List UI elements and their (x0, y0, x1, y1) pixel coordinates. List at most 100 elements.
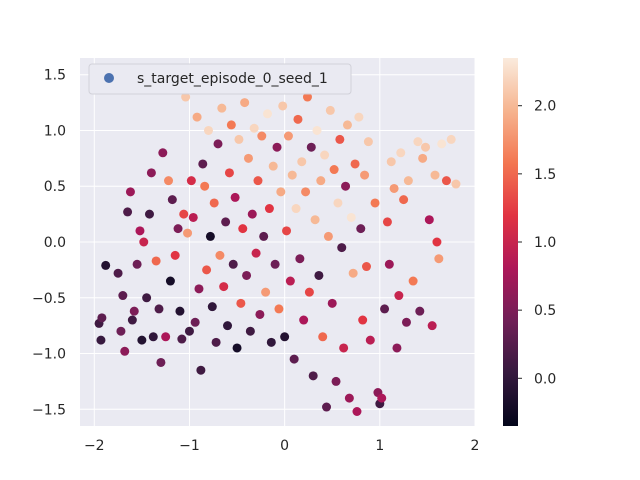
scatter-point (127, 315, 137, 325)
scatter-point (179, 209, 189, 219)
scatter-point (245, 326, 255, 336)
scatter-point (441, 176, 451, 186)
scatter-point (177, 334, 187, 344)
scatter-point (151, 256, 161, 266)
x-tick-label: 2 (471, 438, 480, 454)
scatter-point (118, 291, 128, 301)
scatter-point (427, 321, 437, 331)
scatter-point (392, 343, 402, 353)
scatter-point (165, 276, 175, 286)
scatter-point (408, 276, 418, 286)
x-tick-label: 0 (280, 438, 289, 454)
scatter-point (302, 92, 312, 102)
scatter-point (344, 393, 354, 403)
scatter-point (339, 343, 349, 353)
scatter-point (234, 134, 244, 144)
scatter-point (389, 183, 399, 193)
x-tick-label: −1 (179, 438, 200, 454)
scatter-point (382, 217, 392, 227)
scatter-point (116, 326, 126, 336)
colorbar-tick-label: 1.0 (534, 235, 556, 251)
scatter-point (148, 332, 158, 342)
scatter-points (94, 92, 461, 416)
scatter-point (96, 335, 106, 345)
scatter-point (243, 153, 253, 163)
scatter-point (276, 187, 286, 197)
scatter-point (380, 304, 390, 314)
scatter-point (278, 101, 288, 111)
scatter-point (211, 337, 221, 347)
scatter-point (297, 157, 307, 167)
scatter-point (255, 309, 265, 319)
scatter-point (146, 168, 156, 178)
scatter-point (137, 335, 147, 345)
scatter-point (184, 326, 194, 336)
scatter-point (415, 306, 425, 316)
scatter-point (259, 231, 269, 241)
scatter-point (413, 137, 423, 147)
scatter-point (132, 259, 142, 269)
scatter-point (228, 259, 238, 269)
scatter-point (358, 315, 368, 325)
y-tick-label: −1.0 (32, 347, 66, 363)
scatter-point (341, 181, 351, 191)
scatter-point (363, 137, 373, 147)
scatter-point (257, 131, 267, 141)
scatter-point (266, 337, 276, 347)
y-axis-ticks: −1.5 −1.0 −0.5 0.0 0.5 1.0 1.5 (32, 68, 66, 419)
scatter-point (403, 176, 413, 186)
scatter-point (316, 176, 326, 186)
y-tick-label: 1.5 (44, 68, 66, 84)
scatter-point (451, 179, 461, 189)
scatter-point (432, 237, 442, 247)
scatter-point (418, 153, 428, 163)
scatter-point (213, 139, 223, 149)
scatter-point (301, 187, 311, 197)
scatter-point (164, 176, 174, 186)
scatter-point (327, 298, 337, 308)
scatter-point (424, 215, 434, 225)
scatter-point (312, 125, 322, 135)
scatter-point (144, 209, 154, 219)
y-tick-label: −0.5 (32, 291, 66, 307)
scatter-point (329, 165, 339, 175)
scatter-point (170, 250, 180, 260)
scatter-point (236, 298, 246, 308)
scatter-point (264, 204, 274, 214)
scatter-point (207, 302, 217, 312)
scatter-point (360, 170, 370, 180)
scatter-point (230, 192, 240, 202)
scatter-point (430, 170, 440, 180)
scatter-point (331, 376, 341, 386)
scatter-point (356, 224, 366, 234)
scatter-point (384, 259, 394, 269)
scatter-point (293, 114, 303, 124)
scatter-point (223, 321, 233, 331)
scatter-point (268, 161, 278, 171)
scatter-point (190, 317, 200, 327)
scatter-point (251, 248, 261, 258)
legend: s_target_episode_0_seed_1 (88, 63, 352, 95)
scatter-point (158, 148, 168, 158)
legend-box (88, 63, 352, 95)
scatter-point (437, 139, 447, 149)
scatter-point (320, 150, 330, 160)
scatter-point (198, 159, 208, 169)
scatter-point (291, 204, 301, 214)
scatter-point (154, 304, 164, 314)
scatter-point (215, 250, 225, 260)
scatter-point (205, 231, 215, 241)
scatter-point (253, 176, 263, 186)
scatter-point (261, 287, 271, 297)
scatter-point (242, 270, 252, 280)
scatter-point (101, 260, 111, 270)
scatter-point (217, 103, 227, 113)
scatter-point (156, 357, 166, 367)
scatter-point (287, 170, 297, 180)
scatter-point (209, 198, 219, 208)
scatter-point (337, 243, 347, 253)
scatter-point (247, 209, 257, 219)
scatter-point (183, 228, 193, 238)
scatter-point (310, 215, 320, 225)
y-tick-label: 0.5 (44, 179, 66, 195)
